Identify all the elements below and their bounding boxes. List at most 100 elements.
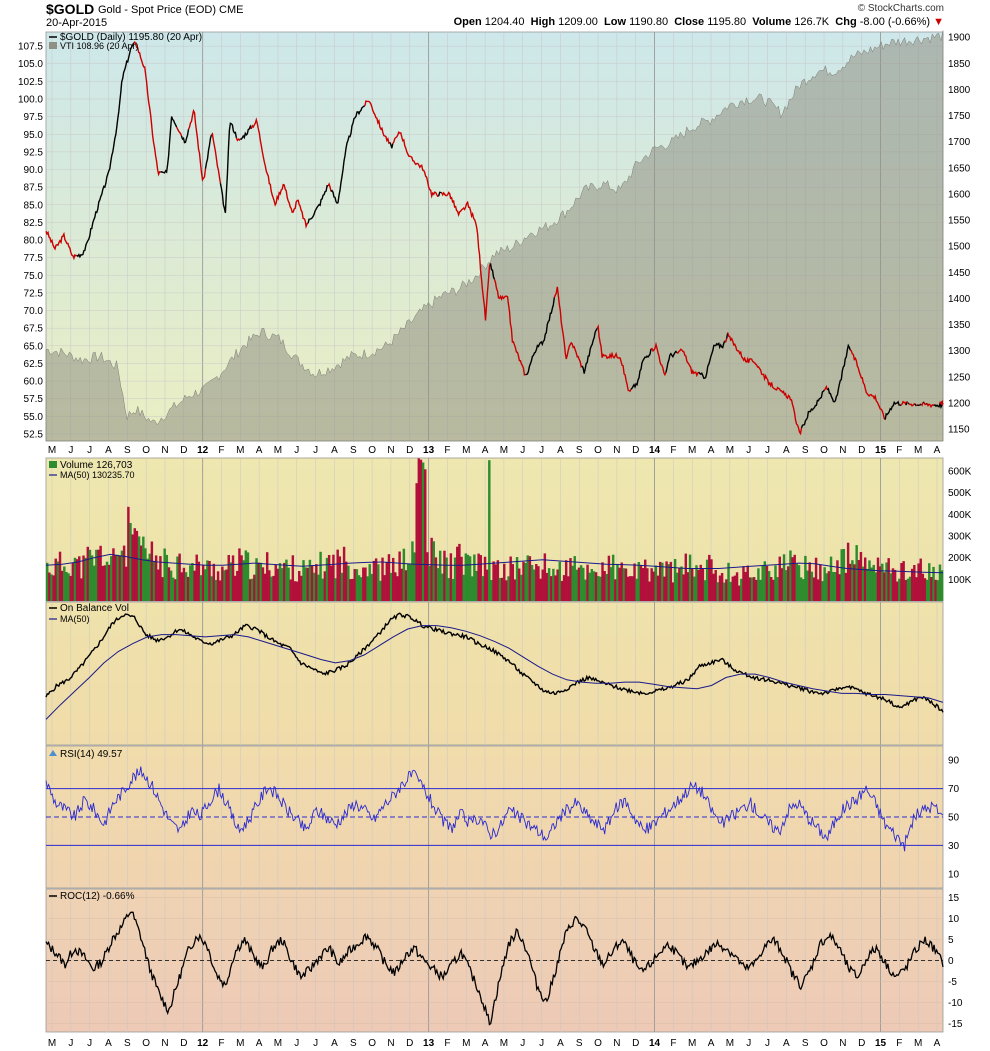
volume-bar (152, 561, 156, 601)
volume-bar (357, 575, 361, 601)
volume-bar (278, 563, 282, 601)
volume-bar (349, 579, 352, 601)
volume-bar (932, 566, 935, 601)
brand-label[interactable]: © StockCharts.com (857, 3, 944, 14)
volume-bar (639, 565, 643, 601)
volume-bar (774, 565, 777, 601)
x-tick-label-bottom: J (746, 1038, 751, 1049)
volume-bar (601, 562, 604, 601)
volume-bar (671, 582, 675, 601)
low-label: Low (604, 16, 627, 28)
volume-bar (622, 568, 626, 601)
volume-bar (661, 562, 664, 601)
volume-bar (618, 567, 621, 601)
volume-bar (836, 560, 839, 601)
left-axis-tick-label: 100.0 (18, 94, 43, 105)
roc-axis-tick-label: 5 (948, 935, 954, 946)
axis-labels: MMJJJJAASSOONNDD1212FFMMAAMMJJJJAASSOONN… (18, 33, 972, 1049)
volume-bar (319, 551, 322, 601)
left-axis-tick-label: 92.5 (24, 147, 44, 158)
volume-bar (915, 577, 918, 601)
volume-bar (178, 553, 181, 601)
gold-price-line (698, 340, 726, 380)
x-tick-label-price: J (520, 445, 525, 456)
gold-price-line (884, 400, 902, 420)
volume-bar (274, 564, 277, 601)
x-tick-label-price: D (406, 445, 413, 456)
change-value: -8.00 (-0.66%) (859, 16, 931, 28)
high-value: 1209.00 (558, 16, 598, 28)
obv-ma-legend-label: MA(50) (60, 614, 90, 624)
gold-price-line (724, 338, 728, 343)
volume-bar (579, 565, 583, 601)
volume-bar (71, 562, 75, 601)
volume-bar (302, 560, 305, 601)
volume-axis-tick-label: 600K (948, 467, 972, 478)
volume-bar (919, 558, 922, 601)
volume-bar (650, 568, 653, 601)
volume-bar (436, 568, 440, 601)
volume-bar (928, 563, 931, 601)
volume-bar (159, 556, 162, 601)
volume-bar (917, 563, 920, 601)
x-tick-label-bottom: A (331, 1038, 338, 1049)
x-tick-label-price: A (105, 445, 112, 456)
volume-bar (667, 564, 670, 601)
volume-bar (582, 567, 585, 601)
volume-bar (498, 578, 502, 601)
left-axis-tick-label: 70.0 (24, 306, 44, 317)
volume-bar (925, 579, 929, 601)
open-value: 1204.40 (484, 16, 525, 28)
gold-price-line (920, 401, 924, 407)
volume-bar (825, 573, 828, 601)
volume-bar (778, 556, 781, 601)
volume-bar (206, 560, 209, 601)
volume-bar (528, 556, 532, 601)
volume-bar (648, 581, 651, 601)
volume-bar (255, 558, 258, 601)
volume-bar (479, 555, 482, 601)
volume-bar (761, 565, 764, 601)
volume-bar (432, 541, 435, 601)
volume-bar (312, 572, 316, 601)
x-tick-label-price: A (557, 445, 564, 456)
volume-bar (458, 543, 461, 601)
volume-bar (52, 575, 55, 601)
volume-bar (118, 555, 122, 601)
vti-legend-swatch (49, 42, 57, 49)
right-axis-tick-label: 1500 (948, 242, 971, 253)
gold-price-line (250, 117, 309, 229)
volume-bar (524, 562, 527, 601)
volume-bar (654, 565, 658, 601)
volume-bar (791, 557, 794, 601)
volume-bar (680, 566, 683, 601)
volume-bar (63, 566, 66, 601)
volume-bar (366, 576, 369, 601)
volume-bar (729, 581, 732, 601)
volume-bar (752, 577, 756, 601)
data-layer (45, 30, 944, 1026)
x-tick-label-bottom: O (368, 1038, 376, 1049)
volume-value: 126.7K (794, 16, 830, 28)
volume-bar (169, 570, 173, 601)
volume-bar (863, 557, 867, 601)
volume-bar (509, 556, 512, 601)
volume-bar (379, 580, 382, 601)
volume-bar (870, 567, 873, 601)
volume-bar (560, 580, 564, 601)
roc-axis-tick-label: 10 (948, 914, 960, 925)
volume-bar (120, 550, 124, 601)
x-tick-label-bottom: A (708, 1038, 715, 1049)
volume-bar (705, 559, 709, 601)
x-tick-label-bottom: A (934, 1038, 941, 1049)
volume-bar (443, 550, 446, 601)
volume-bar (56, 561, 60, 601)
right-axis-tick-label: 1350 (948, 320, 971, 331)
volume-bar (552, 568, 555, 601)
volume-bar (688, 554, 692, 601)
volume-bar (182, 567, 186, 601)
volume-bar (195, 554, 198, 601)
volume-bar (261, 567, 265, 601)
volume-bar (703, 580, 707, 601)
volume-bar (695, 565, 698, 601)
